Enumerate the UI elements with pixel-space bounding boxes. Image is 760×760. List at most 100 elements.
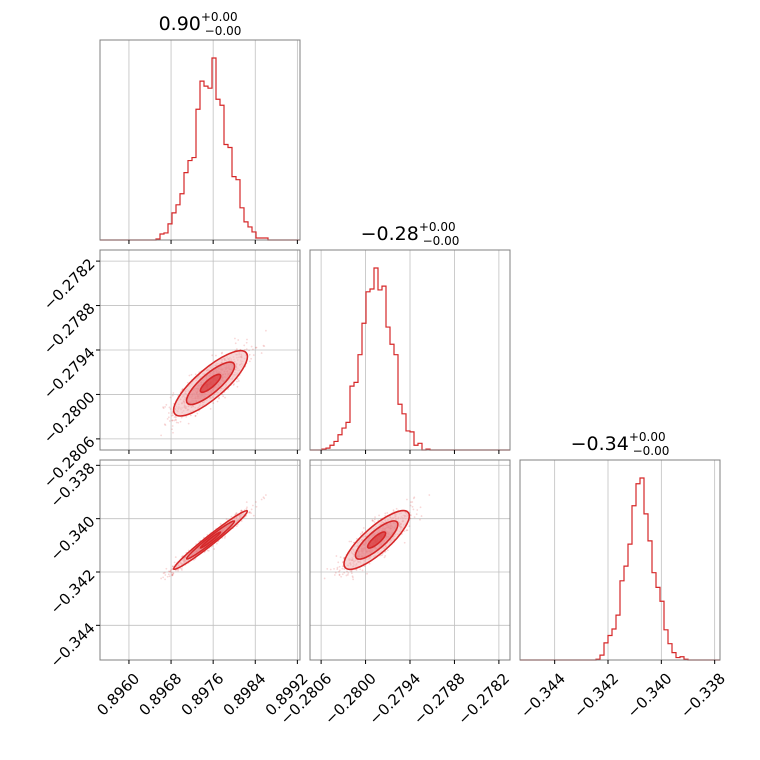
title-minus: −0.00 (205, 24, 242, 38)
scatter-point (162, 576, 165, 579)
scatter-point (171, 428, 173, 431)
scatter-point (420, 515, 423, 517)
scatter-point (338, 569, 341, 572)
title-value: −0.34 (571, 433, 629, 455)
scatter-point (337, 561, 340, 564)
scatter-point (235, 525, 238, 528)
scatter-point (245, 507, 248, 510)
scatter-point (173, 416, 176, 419)
scatter-point (263, 345, 266, 348)
title-minus: −0.00 (633, 444, 670, 458)
scatter-point (172, 414, 174, 417)
scatter-point (428, 494, 431, 496)
scatter-point (346, 573, 349, 576)
scatter-point (341, 567, 344, 570)
scatter-point (361, 531, 364, 533)
scatter-point (336, 566, 339, 569)
scatter-point (181, 569, 183, 571)
scatter-point (346, 570, 348, 573)
scatter-point (260, 352, 263, 354)
scatter-panel-1-0 (96, 249, 301, 454)
scatter-point (232, 384, 235, 386)
scatter-point (171, 412, 174, 415)
scatter-point (165, 567, 168, 570)
title-plus: +0.00 (201, 10, 238, 24)
scatter-point (373, 518, 376, 521)
scatter-point (403, 541, 406, 544)
scatter-point (265, 329, 267, 332)
scatter-point (214, 354, 217, 357)
scatter-point (180, 416, 183, 419)
scatter-point (260, 498, 263, 501)
scatter-point (245, 341, 248, 344)
scatter-point (351, 575, 354, 578)
scatter-point (164, 424, 167, 427)
scatter-point (172, 431, 174, 434)
scatter-point (248, 360, 251, 363)
scatter-point (167, 573, 170, 576)
scatter-point (403, 530, 406, 533)
scatter-point (250, 508, 253, 511)
scatter-point (412, 497, 415, 500)
scatter-point (384, 512, 387, 515)
scatter-point (248, 511, 251, 513)
scatter-point (333, 574, 336, 576)
scatter-point (336, 568, 339, 571)
scatter-point (236, 380, 238, 383)
scatter-point (334, 571, 337, 574)
scatter-point (171, 419, 174, 422)
panel-frame (99, 459, 301, 661)
scatter-point (190, 373, 193, 376)
scatter-point (177, 421, 180, 424)
scatter-point (411, 505, 414, 508)
scatter-panel-2-1 (309, 459, 511, 664)
scatter-point (380, 554, 383, 557)
scatter-point (348, 540, 351, 543)
scatter-panel-2-0 (96, 459, 301, 664)
scatter-point (171, 574, 174, 577)
scatter-point (185, 415, 188, 418)
scatter-point (252, 514, 255, 517)
scatter-point (351, 576, 354, 579)
scatter-point (236, 378, 239, 380)
scatter-point (383, 556, 386, 559)
histogram-step-0 (100, 57, 300, 241)
scatter-point (374, 516, 376, 519)
scatter-point (168, 575, 171, 578)
scatter-point (187, 422, 190, 425)
scatter-point (323, 577, 326, 580)
scatter-point (252, 348, 254, 351)
contour-inner (199, 373, 222, 394)
scatter-point (163, 423, 166, 426)
scatter-point (262, 344, 265, 347)
scatter-point (343, 568, 346, 570)
scatter-point (345, 574, 348, 577)
scatter-point (194, 415, 197, 417)
scatter-point (164, 405, 166, 408)
scatter-point (366, 572, 368, 575)
scatter-point (171, 574, 174, 576)
scatter-point (213, 548, 216, 550)
scatter-point (338, 574, 341, 576)
scatter-point (255, 346, 258, 349)
title-plus: +0.00 (629, 430, 666, 444)
scatter-point (245, 348, 248, 351)
scatter-point (371, 519, 374, 522)
histogram-step-2 (520, 477, 720, 661)
scatter-point (343, 571, 346, 574)
scatter-point (335, 555, 338, 557)
title-value: 0.90 (159, 13, 201, 35)
scatter-point (223, 537, 226, 539)
scatter-point (163, 571, 166, 574)
scatter-point (361, 569, 364, 572)
scatter-point (355, 569, 358, 571)
scatter-point (174, 556, 177, 559)
panel-frame (99, 39, 301, 241)
scatter-point (211, 354, 214, 357)
scatter-point (415, 513, 418, 516)
scatter-point (235, 512, 238, 514)
scatter-point (171, 394, 174, 397)
y-tick-label: −0.344 (47, 619, 99, 671)
scatter-point (386, 511, 389, 514)
scatter-point (359, 568, 362, 571)
